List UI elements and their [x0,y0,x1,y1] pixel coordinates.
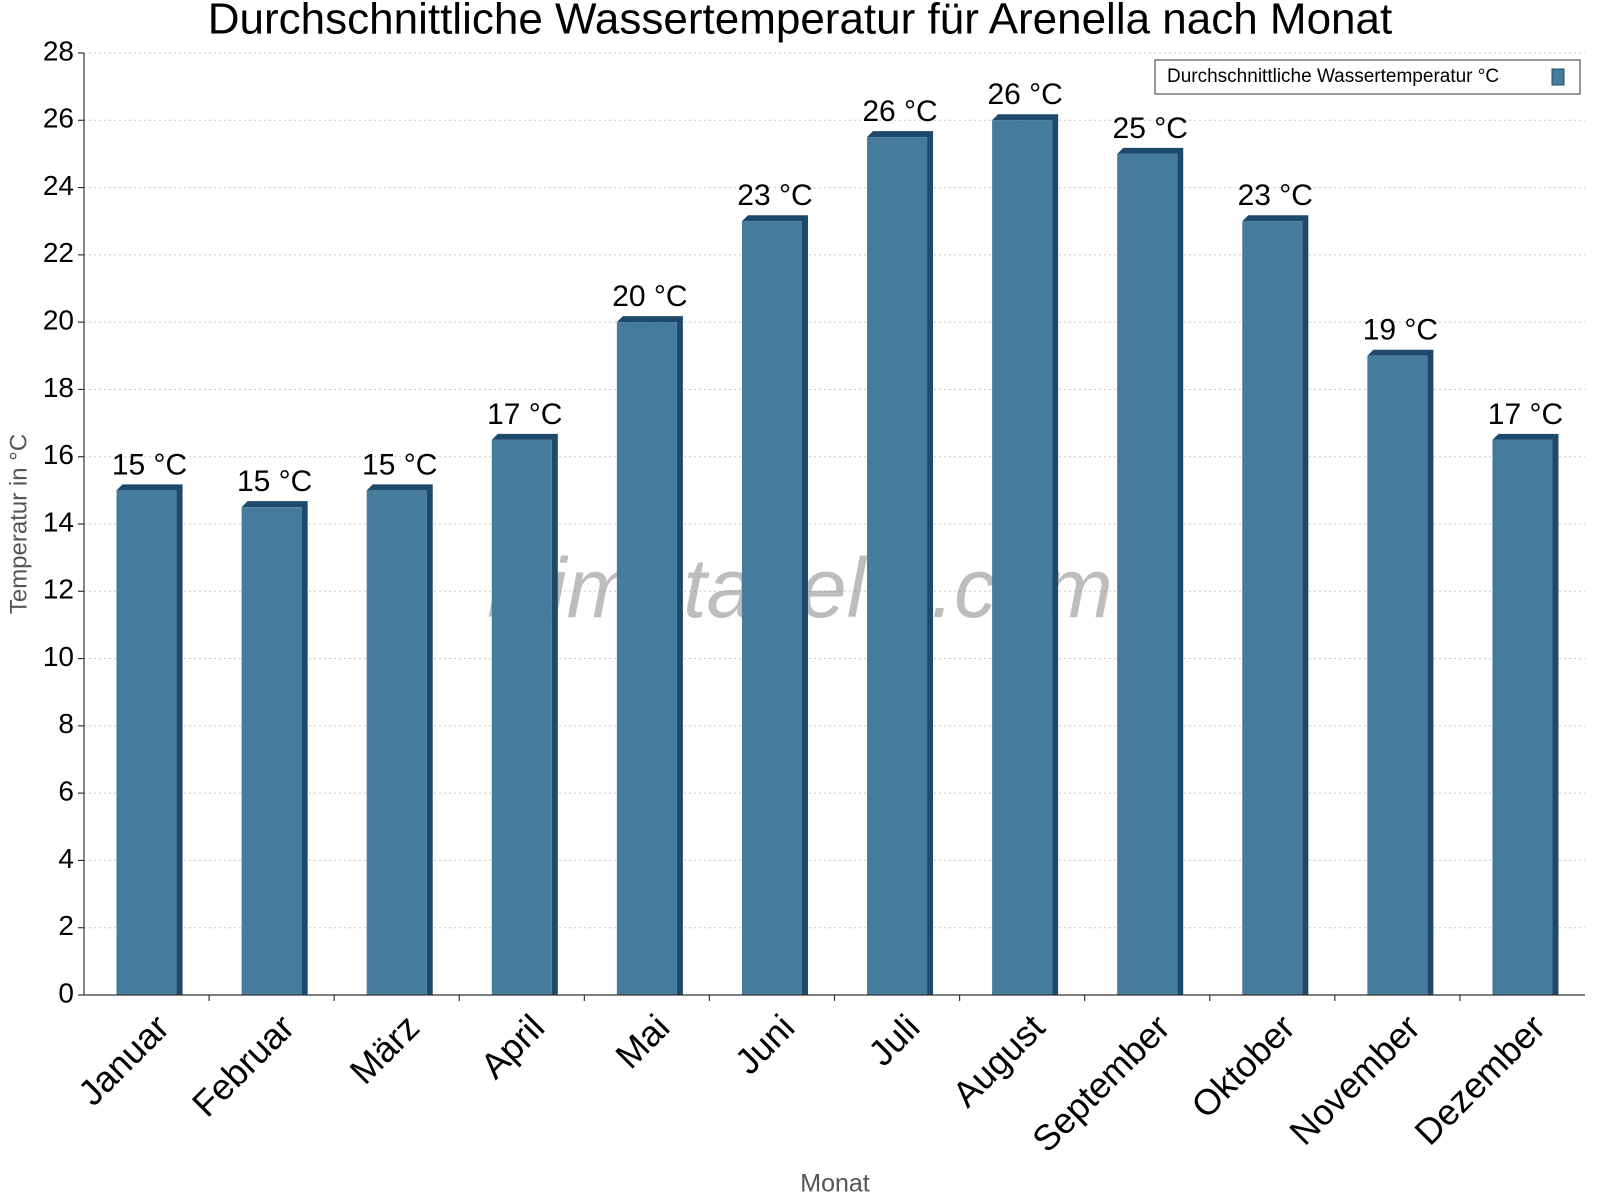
y-tick-label: 2 [58,910,74,941]
bar [116,490,177,995]
legend-box [1154,59,1581,95]
bar [741,221,802,995]
y-axis-title: Temperatur in °C [5,434,32,614]
y-tick-label: 24 [43,170,74,201]
y-tick-label: 26 [43,103,74,134]
data-label: 23 °C [737,179,812,212]
x-tick-label: November [1281,1006,1427,1152]
x-tick-label: März [342,1006,428,1092]
x-tick-label: Juli [860,1006,927,1073]
bar [1492,439,1553,996]
y-tick-label: 16 [43,439,74,470]
y-tick-label: 22 [43,237,74,268]
legend-swatch [1551,68,1565,86]
x-tick-label: Oktober [1183,1006,1303,1126]
x-tick-label: April [472,1006,552,1086]
y-tick-label: 0 [58,977,74,1008]
y-tick-label: 4 [58,843,74,874]
y-tick-label: 20 [43,305,74,336]
bar [867,137,928,995]
x-tick-label: Mai [607,1006,677,1076]
data-label: 20 °C [612,280,687,313]
data-label: 15 °C [237,465,312,498]
data-label: 25 °C [1113,112,1188,145]
legend-label: Durchschnittliche Wassertemperatur °C [1167,66,1499,87]
bar [241,507,302,995]
y-tick-label: 18 [43,372,74,403]
data-label: 17 °C [487,398,562,431]
bar [616,322,677,996]
data-label: 26 °C [862,95,937,128]
y-tick-label: 14 [43,506,74,537]
bar [1367,355,1428,995]
bar [1117,153,1178,995]
bar [491,439,552,996]
data-label: 17 °C [1488,398,1563,431]
y-tick-label: 12 [43,574,74,605]
bar [366,490,427,995]
data-label: 15 °C [362,448,437,481]
data-label: 15 °C [112,448,187,481]
data-label: 19 °C [1363,314,1438,347]
bar [1242,221,1303,995]
data-label: 26 °C [987,78,1062,111]
y-tick-label: 10 [43,641,74,672]
x-tick-label: Januar [70,1006,177,1113]
y-tick-label: 8 [58,708,74,739]
x-axis-title: Monat [800,1170,870,1198]
x-tick-label: September [1024,1006,1178,1160]
x-tick-label: August [944,1006,1052,1114]
x-tick-label: Juni [727,1006,803,1082]
y-tick-label: 28 [43,35,74,66]
data-label: 23 °C [1238,179,1313,212]
bar [992,120,1053,996]
x-tick-label: Dezember [1406,1006,1552,1152]
y-tick-label: 6 [58,776,74,807]
x-tick-label: Februar [184,1006,302,1124]
chart-title: Durchschnittliche Wassertemperatur für A… [208,0,1392,44]
